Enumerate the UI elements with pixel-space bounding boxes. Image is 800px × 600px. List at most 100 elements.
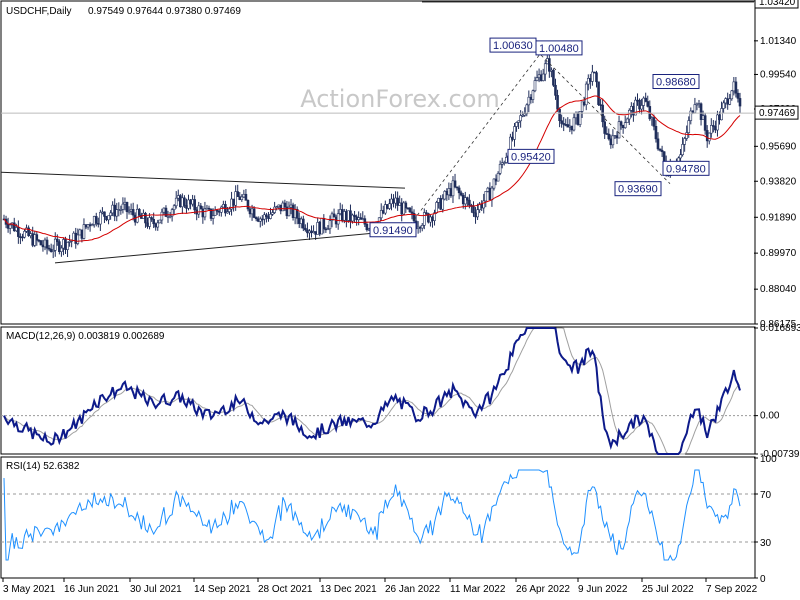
candle-body — [242, 193, 246, 198]
rsi-tick-label: 100 — [760, 454, 777, 465]
candle-body — [338, 209, 342, 214]
candle-body — [599, 104, 602, 106]
candle-body — [425, 212, 428, 214]
current-price-tag: 0.97469 — [754, 105, 799, 120]
candle-body — [304, 227, 307, 231]
candle-body — [324, 228, 328, 231]
candle-body — [523, 113, 527, 116]
candle-body — [400, 202, 404, 215]
rsi-panel-frame — [0, 456, 756, 579]
price-tick-label: 0.95690 — [760, 141, 797, 152]
candle-body — [529, 96, 533, 100]
candle-body — [447, 188, 451, 196]
candle-body — [336, 213, 340, 225]
rsi-title: RSI(14) 52.6382 — [6, 461, 80, 472]
symbol-label: USDCHF,Daily — [6, 6, 72, 17]
candle-body — [185, 205, 188, 209]
candle-body — [60, 247, 63, 252]
candle-body — [97, 223, 100, 225]
candle-body — [39, 240, 43, 246]
candle-body — [617, 121, 621, 139]
rsi-tick-label: 30 — [760, 538, 772, 549]
candle-body — [80, 229, 84, 239]
candle-body — [550, 69, 553, 72]
candle-body — [654, 126, 658, 140]
candle-body — [459, 192, 463, 196]
price-annotation: 0.95420 — [507, 148, 555, 164]
candle-body — [494, 178, 498, 182]
candle-body — [656, 138, 660, 150]
candle-body — [615, 135, 619, 139]
candle-body — [234, 191, 237, 206]
date-tick-label: 28 Oct 2021 — [258, 584, 313, 595]
candle-body — [461, 194, 465, 205]
candle-body — [709, 125, 713, 134]
candle-body — [203, 208, 207, 218]
candle-body — [597, 81, 600, 105]
lower-trendline — [54, 229, 406, 264]
date-tick-label: 7 Sep 2022 — [706, 584, 758, 595]
candle-body — [349, 210, 352, 222]
candle-body — [213, 210, 217, 216]
candle-body — [607, 133, 611, 140]
candle-body — [271, 212, 274, 215]
candle-body — [482, 200, 486, 209]
candle-body — [62, 239, 65, 249]
candle-body — [236, 191, 240, 197]
candle-body — [189, 199, 192, 205]
candle-body — [41, 244, 45, 248]
candle-body — [591, 71, 594, 82]
candle-body — [558, 108, 561, 122]
candle-body — [570, 125, 574, 131]
candle-body — [310, 230, 313, 234]
candle-body — [43, 239, 47, 248]
candle-body — [630, 106, 633, 111]
candle-body — [158, 219, 162, 224]
candle-body — [107, 215, 110, 221]
candle-body — [381, 210, 385, 214]
ohlc-label: 0.97549 0.97644 0.97380 0.97469 — [88, 6, 241, 17]
candle-body — [261, 218, 264, 221]
macd-title: MACD(12,26,9) 0.003819 0.002689 — [6, 331, 165, 342]
candle-body — [517, 120, 520, 123]
candle-body — [712, 125, 715, 127]
candle-body — [135, 208, 139, 223]
candle-body — [632, 106, 635, 116]
price-tick-label: 0.88040 — [760, 284, 797, 295]
annotation-box — [614, 181, 662, 197]
candle-body — [595, 72, 598, 83]
candle-body — [115, 209, 119, 217]
candle-body — [644, 97, 647, 102]
candle-body — [320, 218, 324, 235]
price-tick-label: 0.93820 — [760, 176, 797, 187]
candle-body — [355, 216, 358, 220]
candle-body — [488, 187, 492, 201]
candle-body — [53, 238, 57, 251]
candle-body — [277, 204, 281, 207]
macd-tick-label: 0.016893 — [760, 323, 800, 334]
macd-tick-label: 0.00 — [760, 411, 780, 422]
price-annotation: 0.91490 — [369, 222, 417, 238]
candle-body — [584, 83, 588, 106]
candle-body — [492, 178, 496, 189]
candle-body — [19, 236, 22, 238]
fe-price-box — [754, 0, 799, 9]
candle-body — [8, 224, 12, 229]
candle-body — [658, 148, 662, 151]
candle-body — [238, 196, 242, 200]
annotation-text: 1.00630 — [493, 40, 533, 52]
candle-body — [683, 138, 686, 145]
candle-body — [150, 217, 153, 220]
candle-body — [82, 224, 86, 239]
candle-body — [217, 210, 221, 213]
candle-body — [74, 232, 78, 244]
candle-body — [168, 215, 172, 218]
candle-body — [302, 218, 305, 229]
candle-body — [35, 234, 39, 241]
candle-body — [541, 73, 545, 81]
macd-panel-frame — [0, 326, 756, 455]
candle-body — [68, 241, 71, 243]
candle-body — [179, 195, 182, 208]
